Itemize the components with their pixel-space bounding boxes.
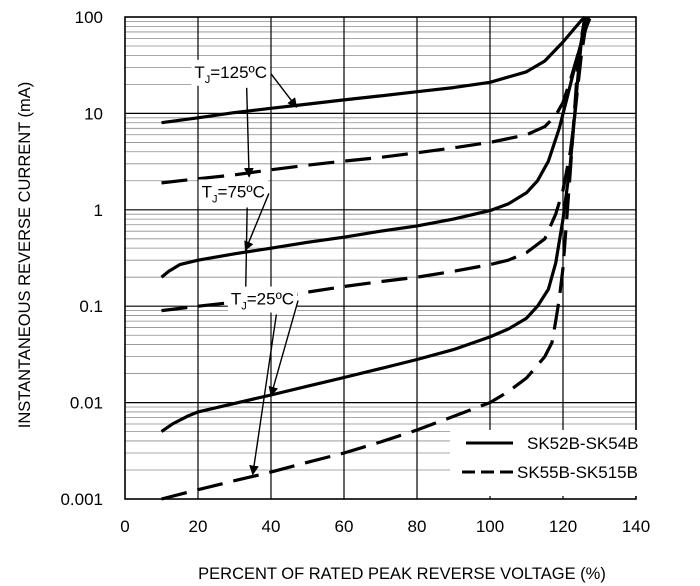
tick-labels: 0 20 40 60 80 100 120 140 0.001 0.01 0.1 1 10 100: [60, 8, 650, 536]
series-line-sk52b-sk54b-75c: [160, 16, 590, 279]
annotation-arrow: [243, 87, 254, 178]
x-tick-label: 20: [189, 517, 208, 536]
x-axis-title: PERCENT OF RATED PEAK REVERSE VOLTAGE (%…: [198, 565, 606, 583]
series-line-sk52b-sk54b-125c: [161, 15, 587, 125]
grid: [125, 17, 636, 499]
x-tick-label: 100: [476, 517, 504, 536]
temperature-label: TJ=25ºC: [231, 290, 294, 313]
y-tick-label: 0.001: [60, 490, 103, 509]
y-tick-label: 0.1: [79, 297, 103, 316]
y-tick-label: 0.01: [70, 394, 103, 413]
annotations: TJ=125ºC TJ=75ºC TJ=25ºC: [191, 59, 299, 476]
temperature-label: TJ=125ºC: [194, 63, 267, 86]
x-tick-label: 60: [335, 517, 354, 536]
annotation-arrow: [244, 193, 270, 252]
temperature-label-bg: [227, 286, 298, 313]
x-tick-label: 120: [549, 517, 577, 536]
x-tick-label: 0: [120, 517, 129, 536]
temperature-label-bg: [198, 179, 268, 206]
legend-label-sk52b-sk54b: SK52B-SK54B: [527, 434, 639, 453]
x-tick-label: 80: [408, 517, 427, 536]
temperature-label-bg: [191, 59, 271, 86]
series-line-sk55b-sk515b-125c: [161, 16, 592, 185]
series-line-sk52b-sk54b-25c: [160, 16, 587, 433]
annotation-arrow: [249, 314, 278, 476]
annotation-arrow: [268, 300, 299, 397]
y-tick-label: 1: [94, 201, 103, 220]
legend-box: [450, 430, 680, 496]
temperature-label: TJ=75ºC: [202, 182, 265, 205]
y-axis-title: INSTANTANEOUS REVERSE CURRENT (mA): [16, 82, 34, 429]
series-group: [160, 15, 592, 501]
legend-label-sk55b-sk515b: SK55B-SK515B: [517, 463, 638, 482]
legend: SK52B-SK54B SK55B-SK515B: [450, 430, 680, 496]
x-tick-label: 140: [622, 517, 650, 536]
y-tick-label: 10: [84, 104, 103, 123]
series-line-sk55b-sk515b-25c: [161, 16, 587, 501]
y-tick-label: 100: [75, 8, 103, 27]
x-tick-label: 40: [262, 517, 281, 536]
plot-frame: [124, 16, 637, 500]
annotation-arrow: [270, 73, 298, 108]
